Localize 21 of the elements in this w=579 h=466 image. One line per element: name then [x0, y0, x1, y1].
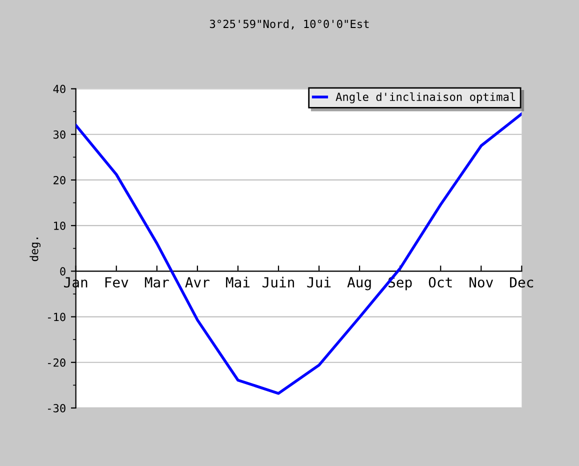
y-tick-label: 30	[53, 130, 66, 139]
x-tick-label: Mai	[226, 276, 250, 288]
y-tick-label: 20	[54, 176, 66, 184]
x-tick-label: Oct	[428, 277, 452, 288]
x-tick-label: Dec	[510, 277, 534, 288]
x-tick-label: Fev	[105, 277, 128, 288]
y-tick-label: -10	[48, 312, 66, 322]
y-tick-label: 0	[60, 267, 66, 276]
x-tick-label: Nov	[470, 277, 494, 288]
x-tick-label: Avr	[185, 277, 210, 288]
y-axis-title: deg.	[30, 238, 41, 262]
y-tick-label: 40	[53, 84, 66, 94]
y-tick-label: 10	[54, 222, 66, 230]
y-tick-label: -30	[48, 404, 66, 412]
y-tick-label: -20	[48, 358, 66, 367]
x-tick-label: Mar	[144, 277, 169, 288]
x-tick-label: Jui	[307, 276, 331, 288]
chart-title: 3°25'59"Nord, 10°0'0"Est	[210, 20, 369, 30]
x-tick-label: Aug	[347, 277, 371, 290]
legend-label: Angle d'inclinaison optimal	[336, 92, 516, 104]
x-tick-label: Juin	[262, 276, 294, 288]
